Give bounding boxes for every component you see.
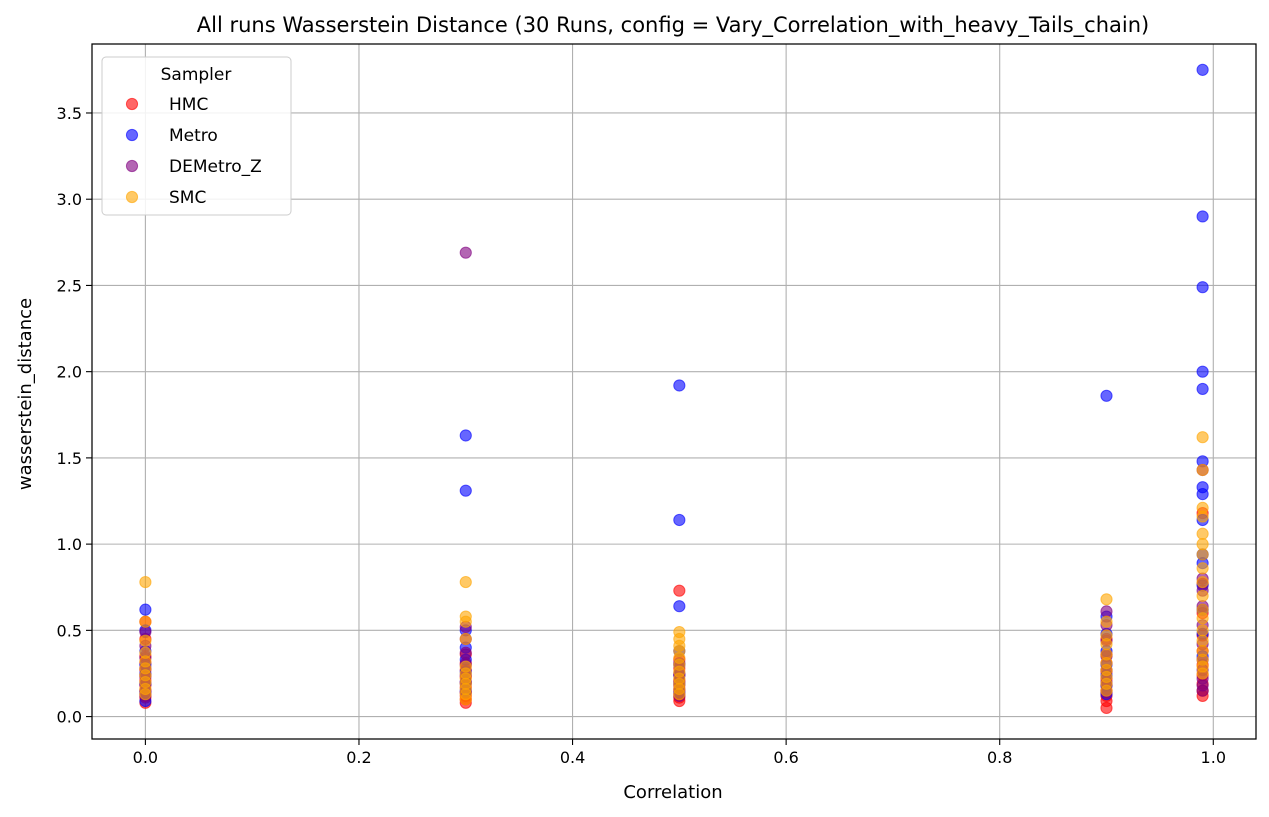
legend: Sampler HMC Metro DEMetro_Z SMC xyxy=(101,56,292,216)
series-smc xyxy=(139,431,1209,706)
data-point xyxy=(1196,463,1209,477)
x-axis-label: Correlation xyxy=(623,782,722,803)
legend-label: SMC xyxy=(169,188,206,208)
legend-label: HMC xyxy=(169,95,208,115)
data-point xyxy=(1100,648,1113,661)
data-point xyxy=(673,513,686,527)
data-point xyxy=(1196,538,1209,551)
data-point xyxy=(459,610,472,623)
data-point xyxy=(139,646,152,659)
data-point xyxy=(139,603,152,616)
data-point xyxy=(1100,593,1113,606)
data-point xyxy=(459,484,472,497)
data-point xyxy=(459,246,472,259)
y-tick-label: 3.5 xyxy=(57,104,82,123)
data-point xyxy=(1196,63,1209,76)
data-point xyxy=(1196,210,1209,223)
data-point xyxy=(1196,527,1209,540)
y-tick-label: 2.0 xyxy=(57,363,82,382)
data-point xyxy=(1196,382,1209,396)
data-point xyxy=(1196,575,1209,589)
legend-marker xyxy=(125,97,139,111)
data-point xyxy=(139,615,152,628)
y-tick-label: 1.5 xyxy=(57,449,82,468)
legend-label: Metro xyxy=(169,126,218,146)
data-point xyxy=(673,625,686,639)
data-point xyxy=(1196,634,1209,647)
x-tick-label: 0.6 xyxy=(773,748,798,767)
data-point xyxy=(459,575,472,589)
data-point xyxy=(673,584,686,597)
data-point xyxy=(1100,615,1113,628)
data-point xyxy=(673,600,686,613)
data-point xyxy=(1100,389,1113,402)
legend-marker xyxy=(125,159,139,173)
data-points xyxy=(139,63,1209,715)
data-point xyxy=(1196,365,1209,378)
data-point xyxy=(1196,481,1209,494)
data-point xyxy=(1196,589,1209,602)
data-point xyxy=(1196,431,1209,444)
legend-label: DEMetro_Z xyxy=(169,157,262,177)
x-tick-label: 0.2 xyxy=(346,748,371,767)
y-tick-label: 0.5 xyxy=(57,621,82,640)
legend-marker xyxy=(125,190,139,204)
x-tick-label: 0.4 xyxy=(560,748,585,767)
data-point xyxy=(139,575,152,589)
legend-title: Sampler xyxy=(161,65,232,85)
series-metro xyxy=(139,63,1209,708)
x-tick-label: 0.8 xyxy=(987,748,1012,767)
data-point xyxy=(1100,605,1113,618)
data-point xyxy=(459,646,472,659)
data-point xyxy=(1100,629,1113,642)
x-tick-label: 0.0 xyxy=(133,748,158,767)
legend-marker xyxy=(125,128,139,142)
y-tick-label: 3.0 xyxy=(57,190,82,209)
data-point xyxy=(1196,603,1209,616)
y-tick-label: 2.5 xyxy=(57,276,82,295)
plot-area-frame xyxy=(91,43,1257,740)
data-point xyxy=(139,634,152,647)
y-axis-label: wasserstein_distance xyxy=(15,298,36,490)
axis-ticks: 0.0 0.2 0.4 0.6 0.8 1.0 0.0 0.5 1.0 1.5 2.0 2.5 3.0 3… xyxy=(57,104,1226,767)
chart-title: All runs Wasserstein Distance (30 Runs, … xyxy=(197,13,1149,38)
data-point xyxy=(1196,501,1209,515)
data-point xyxy=(459,660,472,673)
grid-lines xyxy=(92,44,1256,739)
data-point xyxy=(459,632,472,646)
data-point xyxy=(1196,281,1209,294)
y-tick-label: 0.0 xyxy=(57,708,82,727)
data-point xyxy=(1196,644,1209,658)
data-point xyxy=(459,429,472,442)
data-point xyxy=(673,379,686,392)
y-tick-label: 1.0 xyxy=(57,535,82,554)
data-point xyxy=(1196,548,1209,561)
legend-box xyxy=(101,56,292,216)
x-tick-label: 1.0 xyxy=(1201,748,1226,767)
data-point xyxy=(1196,562,1209,575)
data-point xyxy=(1196,624,1209,637)
